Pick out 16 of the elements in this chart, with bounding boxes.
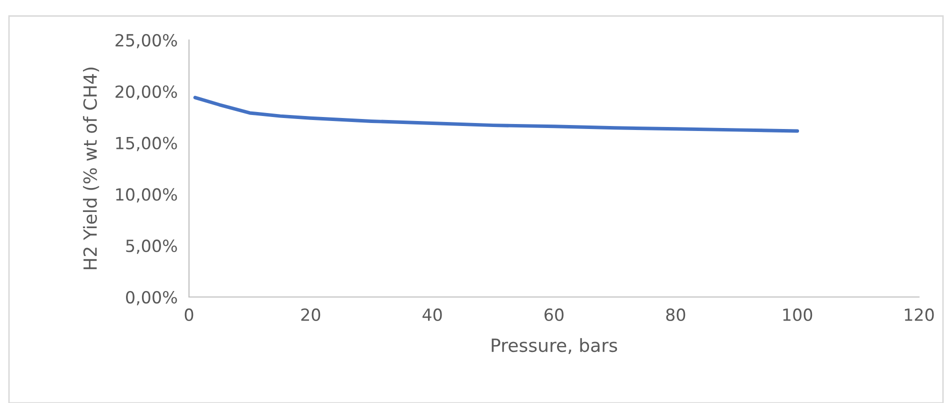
y-tick-label: 20,00% [116,85,177,100]
y-axis-title: H2 Yield (% wt of CH4) [82,68,100,270]
y-tick-label: 5,00% [126,240,177,254]
x-tick-label: 20 [301,308,320,322]
x-tick-label: 0 [184,308,194,322]
y-tick-label: 10,00% [116,188,177,202]
x-tick-label: 40 [422,308,442,322]
y-tick-label: 0,00% [126,290,177,306]
y-tick-label: 25,00% [116,34,177,48]
x-tick-label: 80 [666,308,686,322]
x-axis-title: Pressure, bars [492,338,618,354]
x-tick-label: 60 [544,308,564,322]
x-tick-label: 120 [904,308,934,322]
x-tick-label: 100 [783,308,812,322]
y-tick-label: 15,00% [116,136,177,152]
line-series [193,96,800,133]
